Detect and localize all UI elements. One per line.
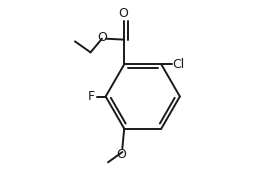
Text: O: O [118, 7, 128, 20]
Text: Cl: Cl [172, 58, 185, 71]
Text: F: F [88, 90, 95, 103]
Text: O: O [116, 148, 126, 161]
Text: O: O [97, 31, 107, 44]
